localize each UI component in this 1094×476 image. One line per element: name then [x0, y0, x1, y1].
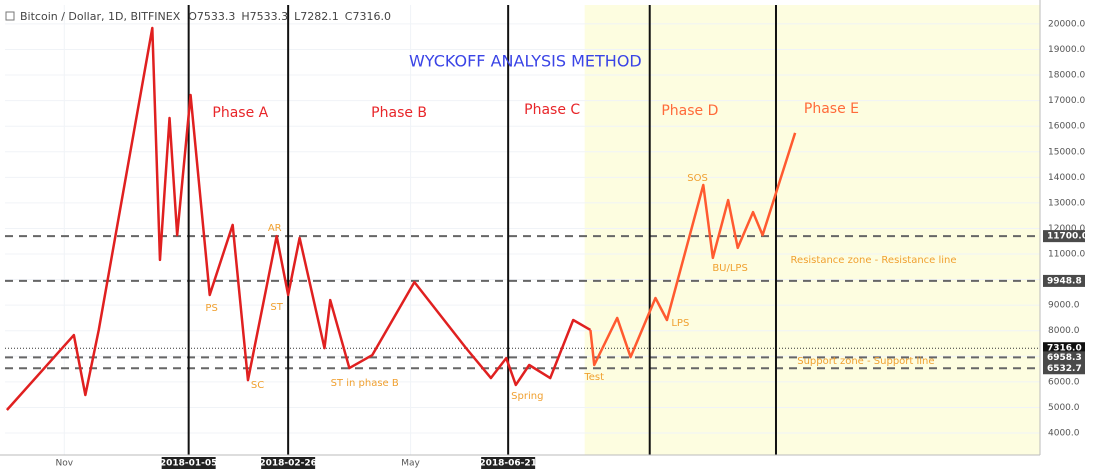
annotation: LPS — [671, 318, 689, 329]
price-label-bg — [1043, 342, 1085, 355]
ohlc-value: O7533.3 — [188, 10, 235, 23]
ohlc-value: L7282.1 — [294, 10, 339, 23]
phase-label: Phase D — [661, 103, 718, 119]
phase-label: Phase C — [524, 102, 580, 118]
price-label-bg — [1043, 230, 1085, 243]
price-label: 7316.0 — [1047, 344, 1082, 354]
y-tick-label: 12000.0 — [1048, 224, 1085, 234]
y-tick-label: 18000.0 — [1048, 71, 1085, 81]
annotation: ST — [270, 302, 283, 313]
x-tick-label-bg — [261, 457, 316, 469]
subtitle: WYCKOFF ANALYSIS METHOD — [409, 52, 642, 71]
price-label: 11700.0 — [1047, 232, 1088, 242]
price-path — [5, 26, 592, 411]
price-label-bg — [1043, 362, 1085, 375]
y-tick-label: 14000.0 — [1048, 173, 1085, 183]
annotation: AR — [268, 223, 282, 234]
price-label: 6532.7 — [1047, 364, 1082, 374]
y-tick-label: 16000.0 — [1048, 122, 1085, 132]
x-tick-label: Nov — [56, 459, 74, 469]
annotation: SC — [251, 380, 264, 391]
y-tick-label: 9000.0 — [1048, 301, 1080, 311]
y-tick-label: 19000.0 — [1048, 45, 1085, 55]
annotation: PS — [205, 303, 217, 314]
x-tick-label-bg — [161, 457, 216, 469]
y-tick-label: 6000.0 — [1048, 377, 1080, 387]
y-tick-label: 17000.0 — [1048, 96, 1085, 106]
ohlc-value: H7533.3 — [241, 10, 288, 23]
phase-label: Phase E — [804, 101, 859, 117]
x-tick-label: 2018-02-26 — [259, 459, 317, 469]
price-label-bg — [1043, 274, 1085, 287]
price-path — [589, 132, 797, 367]
annotation: SOS — [687, 173, 708, 184]
plot — [5, 5, 1040, 455]
annotation: ST in phase B — [331, 378, 399, 389]
x-tick-label: 2018-06-21 — [479, 459, 537, 469]
y-tick-label: 15000.0 — [1048, 147, 1085, 157]
annotation: Support zone - Support line — [797, 356, 934, 367]
x-tick-label-bg — [481, 457, 536, 469]
phase-label: Phase A — [212, 105, 268, 121]
y-tick-label: 11000.0 — [1048, 250, 1085, 260]
y-tick-label: 5000.0 — [1048, 403, 1080, 413]
y-tick-label: 8000.0 — [1048, 326, 1080, 336]
phase-label: Phase B — [371, 105, 427, 121]
collapse-icon[interactable] — [5, 11, 15, 21]
annotation: BU/LPS — [712, 263, 748, 274]
chart-title: Bitcoin / Dollar, 1D, BITFINEX — [20, 10, 181, 23]
y-tick-label: 4000.0 — [1048, 429, 1080, 439]
annotation: Resistance zone - Resistance line — [791, 255, 957, 266]
price-label: 9948.8 — [1047, 276, 1082, 286]
y-tick-label: 13000.0 — [1048, 198, 1085, 208]
x-tick-label: May — [401, 459, 420, 469]
annotation: Spring — [511, 391, 543, 402]
projection-zone — [584, 5, 1040, 455]
y-tick-label: 20000.0 — [1048, 19, 1085, 29]
price-label: 6958.3 — [1047, 353, 1082, 363]
x-tick-label: 2018-01-05 — [160, 459, 218, 469]
annotation: Test — [583, 372, 604, 383]
ohlc-value: C7316.0 — [345, 10, 391, 23]
price-label-bg — [1043, 351, 1085, 364]
